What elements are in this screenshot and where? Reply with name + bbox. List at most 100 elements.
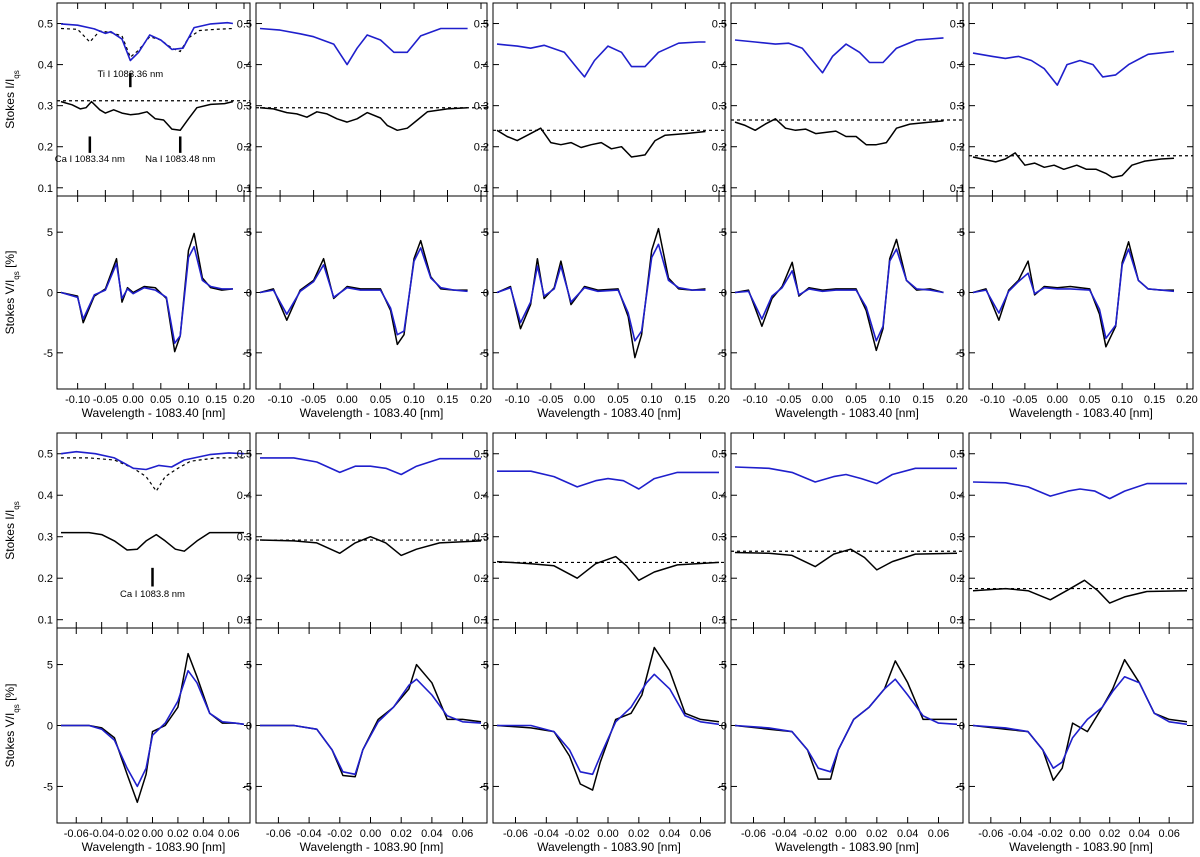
y-tick-label: 0 [246,721,252,733]
y-tick-label: 0.4 [474,490,489,502]
stokes-i-axis-title: Stokes I/Iqs [3,70,21,128]
stokes-v-frame [255,195,488,390]
y-tick-label: 5 [483,227,489,239]
y-tick-label: -5 [242,348,252,360]
y-tick-label: 0 [483,288,489,300]
x-tick-label: -0.04 [1008,828,1033,840]
stokes-v-blue-profile [734,248,944,342]
x-tick-label: 0.20 [708,394,729,406]
y-tick-label: 5 [721,660,727,672]
stokes-v-blue-profile [972,675,1188,770]
x-tick-label: 0.04 [659,828,680,840]
x-tick-label: -0.10 [980,394,1005,406]
panel-group2-col4: 0.1 0.2 0.3 0.4 0.5 -5 0 5 -0.06 -0.04 -0.02 0.00 0.… [712,432,964,854]
x-tick-label: 0.00 [142,828,163,840]
x-axis-title: Wavelength - 1083.90 [nm] [1009,840,1153,854]
stokes-i-black-profile [496,555,720,582]
y-tick-label: -5 [479,348,489,360]
y-tick-label: 0.4 [237,60,252,72]
x-tick-label: -0.06 [64,828,89,840]
x-tick-label: 0.00 [360,828,381,840]
y-tick-label: 5 [246,660,252,672]
stokes-v-blue-profile [496,243,706,342]
y-tick-label: 0.3 [712,101,727,113]
stokes-i-reference-profile [61,457,244,493]
y-tick-label: 0.2 [38,573,53,585]
y-tick-label: 0.4 [474,60,489,72]
y-tick-label: 0.2 [237,573,252,585]
x-tick-label: 0.20 [1176,394,1197,406]
x-tick-label: 0.00 [597,828,618,840]
y-tick-label: -5 [479,781,489,793]
y-tick-label: 0.1 [474,615,489,627]
x-tick-label: -0.02 [565,828,590,840]
y-tick-label: 0.3 [474,532,489,544]
y-tick-label: 0 [721,288,727,300]
stokes-v-black-profile [734,238,944,352]
stokes-i-blue-profile [734,466,957,485]
stokes-i-black-profile [734,548,958,571]
x-axis-title: Wavelength - 1083.90 [nm] [537,840,681,854]
stokes-i-blue-profile [259,27,468,66]
stokes-i-frame [255,432,488,629]
x-tick-label: 0.04 [897,828,918,840]
y-tick-label: 0.1 [712,615,727,627]
y-tick-label: 0 [47,288,53,300]
x-tick-label: 0.05 [607,394,628,406]
x-tick-label: -0.10 [65,394,90,406]
y-tick-label: 0.5 [474,19,489,31]
stokes-i-black-profile [259,535,482,557]
y-tick-label: 5 [959,660,965,672]
panel-group1-col4: 0.1 0.2 0.3 0.4 0.5 -5 0 5 -0.10 -0.05 0.00 0.05 0.1… [712,2,968,420]
y-tick-label: 0.5 [950,19,965,31]
x-tick-label: -0.04 [534,828,559,840]
stokes-i-blue-profile [496,41,706,78]
stokes-v-blue-profile [734,678,958,773]
x-axis-title: Wavelength - 1083.40 [nm] [1009,406,1153,420]
panel-group2-col1: 0.1 0.2 0.3 0.4 0.5 -5 0 5 -0.06 -0.04 -0.02 0.00 0.… [3,432,251,854]
y-tick-label: 0.3 [237,532,252,544]
stokes-v-black-profile [734,660,957,780]
y-tick-label: 0.5 [712,19,727,31]
x-tick-label: 0.15 [913,394,934,406]
stokes-i-black-profile [972,152,1175,179]
stokes-i-black-profile [496,127,706,158]
x-tick-label: 0.02 [1099,828,1120,840]
stokes-v-frame [968,627,1194,824]
y-tick-label: 0.2 [950,142,965,154]
y-tick-label: 0.3 [474,101,489,113]
y-tick-label: 0.1 [950,615,965,627]
y-tick-label: 0 [47,721,53,733]
x-tick-label: 0.10 [1111,394,1132,406]
y-tick-label: 0.3 [950,101,965,113]
y-tick-label: -5 [955,348,965,360]
x-tick-label: -0.06 [503,828,528,840]
x-tick-label: -0.05 [93,394,118,406]
x-axis-title: Wavelength - 1083.90 [nm] [82,840,226,854]
x-axis-title: Wavelength - 1083.90 [nm] [775,840,919,854]
stokes-i-frame [968,432,1194,629]
panel-group2-col5: 0.1 0.2 0.3 0.4 0.5 -5 0 5 -0.06 -0.04 -0.02 0.00 0.… [950,432,1194,854]
stokes-v-blue-profile [60,245,233,345]
x-tick-label: 0.05 [845,394,866,406]
y-tick-label: 0.3 [950,532,965,544]
y-tick-label: 0.4 [950,60,965,72]
y-tick-label: 0.4 [712,490,727,502]
x-axis-title: Wavelength - 1083.40 [nm] [82,406,226,420]
x-tick-label: -0.06 [741,828,766,840]
stokes-v-frame [56,195,251,390]
x-tick-label: -0.04 [297,828,322,840]
y-tick-label: 5 [483,660,489,672]
stokes-i-blue-profile [734,37,944,74]
y-tick-label: 0.2 [474,573,489,585]
y-tick-label: -5 [955,781,965,793]
stokes-i-blue-profile [60,450,245,471]
x-tick-label: 0.00 [1047,394,1068,406]
x-tick-label: -0.10 [505,394,530,406]
stokes-v-black-profile [496,646,720,791]
y-tick-label: 5 [721,227,727,239]
panel-group1-col3: 0.1 0.2 0.3 0.4 0.5 -5 0 5 -0.10 -0.05 0.00 0.05 0.1… [474,2,730,420]
x-tick-label: -0.05 [301,394,326,406]
panel-group1-col2: 0.1 0.2 0.3 0.4 0.5 -5 0 5 -0.10 -0.05 0.00 0.05 0.1… [237,2,492,420]
y-tick-label: 0.5 [38,19,53,31]
